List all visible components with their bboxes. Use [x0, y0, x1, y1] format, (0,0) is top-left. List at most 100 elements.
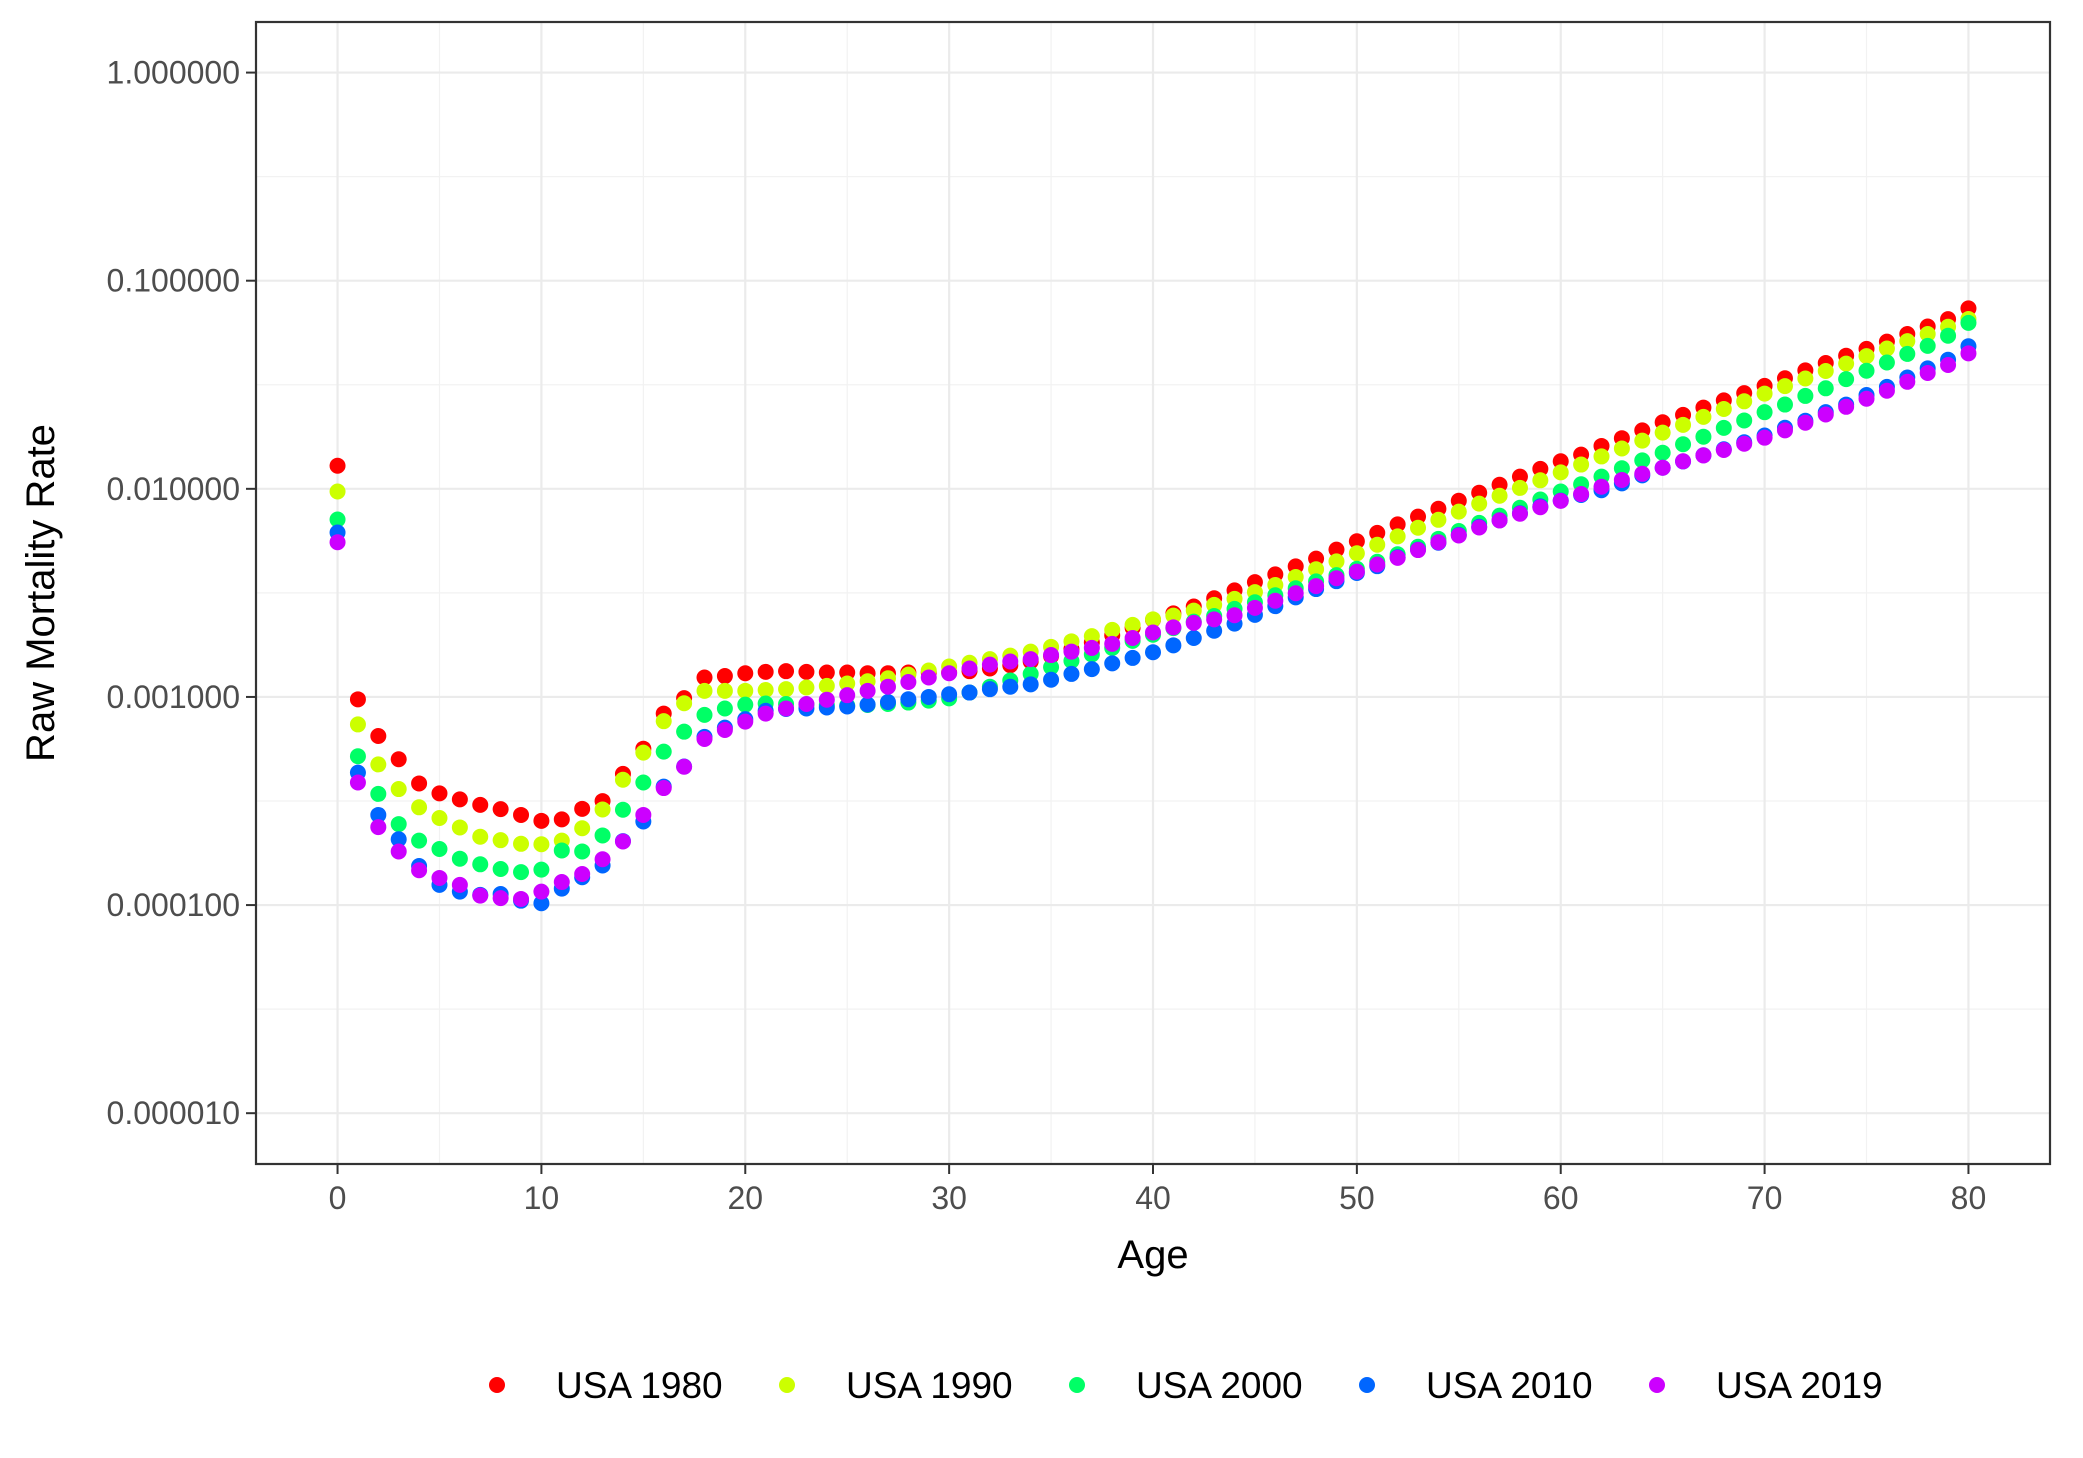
legend-label: USA 2010 [1426, 1365, 1593, 1406]
data-point [737, 682, 754, 699]
data-point [737, 665, 754, 682]
data-point [757, 663, 774, 680]
data-point [635, 774, 652, 791]
data-point [1185, 614, 1202, 631]
data-point [411, 862, 428, 879]
data-point [1878, 354, 1895, 371]
data-point [1552, 453, 1569, 470]
data-point [1471, 519, 1488, 536]
legend-label: USA 2019 [1716, 1365, 1883, 1406]
data-point [390, 751, 407, 768]
data-point [1348, 545, 1365, 562]
y-tick-label: 0.100000 [107, 263, 240, 299]
data-point [1043, 647, 1060, 664]
data-point [716, 668, 733, 685]
data-point [900, 673, 917, 690]
data-point [1878, 340, 1895, 357]
data-point [370, 728, 387, 745]
data-point [798, 663, 815, 680]
data-point [1532, 499, 1549, 516]
data-point [1736, 412, 1753, 429]
data-point [492, 832, 509, 849]
data-point [574, 866, 591, 883]
data-point [1634, 432, 1651, 449]
data-point [1899, 333, 1916, 350]
data-point [431, 840, 448, 857]
legend-label: USA 2000 [1136, 1365, 1303, 1406]
data-point [716, 682, 733, 699]
data-point [1145, 611, 1161, 628]
data-point [1552, 464, 1569, 481]
data-point [370, 756, 387, 773]
data-point [1675, 416, 1692, 433]
data-point [1389, 528, 1406, 545]
legend-key [1649, 1377, 1665, 1393]
data-point [1389, 516, 1406, 533]
data-point [1083, 639, 1100, 656]
data-point [1165, 619, 1182, 636]
data-point [1348, 563, 1365, 580]
data-point [1104, 655, 1121, 672]
data-point [574, 843, 591, 860]
data-point [1511, 468, 1528, 485]
data-point [1756, 429, 1773, 446]
data-point [574, 820, 591, 837]
data-point [1675, 453, 1692, 470]
data-point [676, 758, 693, 775]
data-point [696, 669, 713, 686]
legend-label: USA 1990 [846, 1365, 1013, 1406]
data-point [411, 775, 428, 792]
data-point [737, 696, 754, 713]
data-point [920, 688, 937, 705]
data-point [1817, 406, 1834, 423]
legend-item: USA 1990 [779, 1365, 1013, 1406]
data-point [1715, 401, 1732, 418]
data-point [533, 883, 550, 900]
legend-key [779, 1377, 795, 1393]
data-point [1776, 378, 1793, 395]
data-point [1185, 602, 1202, 619]
y-tick-label: 0.000100 [107, 887, 240, 923]
data-point [1430, 511, 1447, 528]
data-point [655, 713, 672, 730]
data-point [349, 774, 366, 791]
data-point [1654, 424, 1671, 441]
data-point [1654, 459, 1671, 476]
data-point [961, 660, 978, 677]
data-point [411, 832, 428, 849]
data-point [1878, 382, 1895, 399]
data-point [329, 511, 346, 528]
data-point [614, 801, 631, 818]
data-point [1022, 676, 1039, 693]
data-point [1960, 345, 1977, 362]
data-point [1328, 553, 1345, 570]
data-point [1817, 362, 1834, 379]
data-point [390, 781, 407, 798]
data-point [1287, 585, 1304, 602]
data-point [1043, 671, 1060, 688]
data-point [1593, 478, 1610, 495]
legend-item: USA 1980 [489, 1365, 723, 1406]
y-axis-title: Raw Mortality Rate [19, 424, 63, 762]
data-point [513, 835, 530, 852]
data-point [431, 785, 448, 802]
data-point [513, 890, 530, 907]
data-point [1736, 393, 1753, 410]
data-point [839, 675, 856, 692]
data-point [349, 691, 366, 708]
data-point [1838, 371, 1855, 388]
data-point [1206, 611, 1223, 628]
data-point [1491, 487, 1508, 504]
data-point [594, 827, 611, 844]
data-point [1043, 659, 1060, 676]
data-point [1104, 621, 1121, 638]
x-tick-label: 50 [1339, 1180, 1375, 1216]
data-point [1776, 396, 1793, 413]
data-point [696, 730, 713, 747]
data-point [1369, 556, 1386, 573]
data-point [859, 696, 876, 713]
data-point [778, 700, 795, 717]
data-point [349, 748, 366, 765]
data-point [1838, 398, 1855, 415]
